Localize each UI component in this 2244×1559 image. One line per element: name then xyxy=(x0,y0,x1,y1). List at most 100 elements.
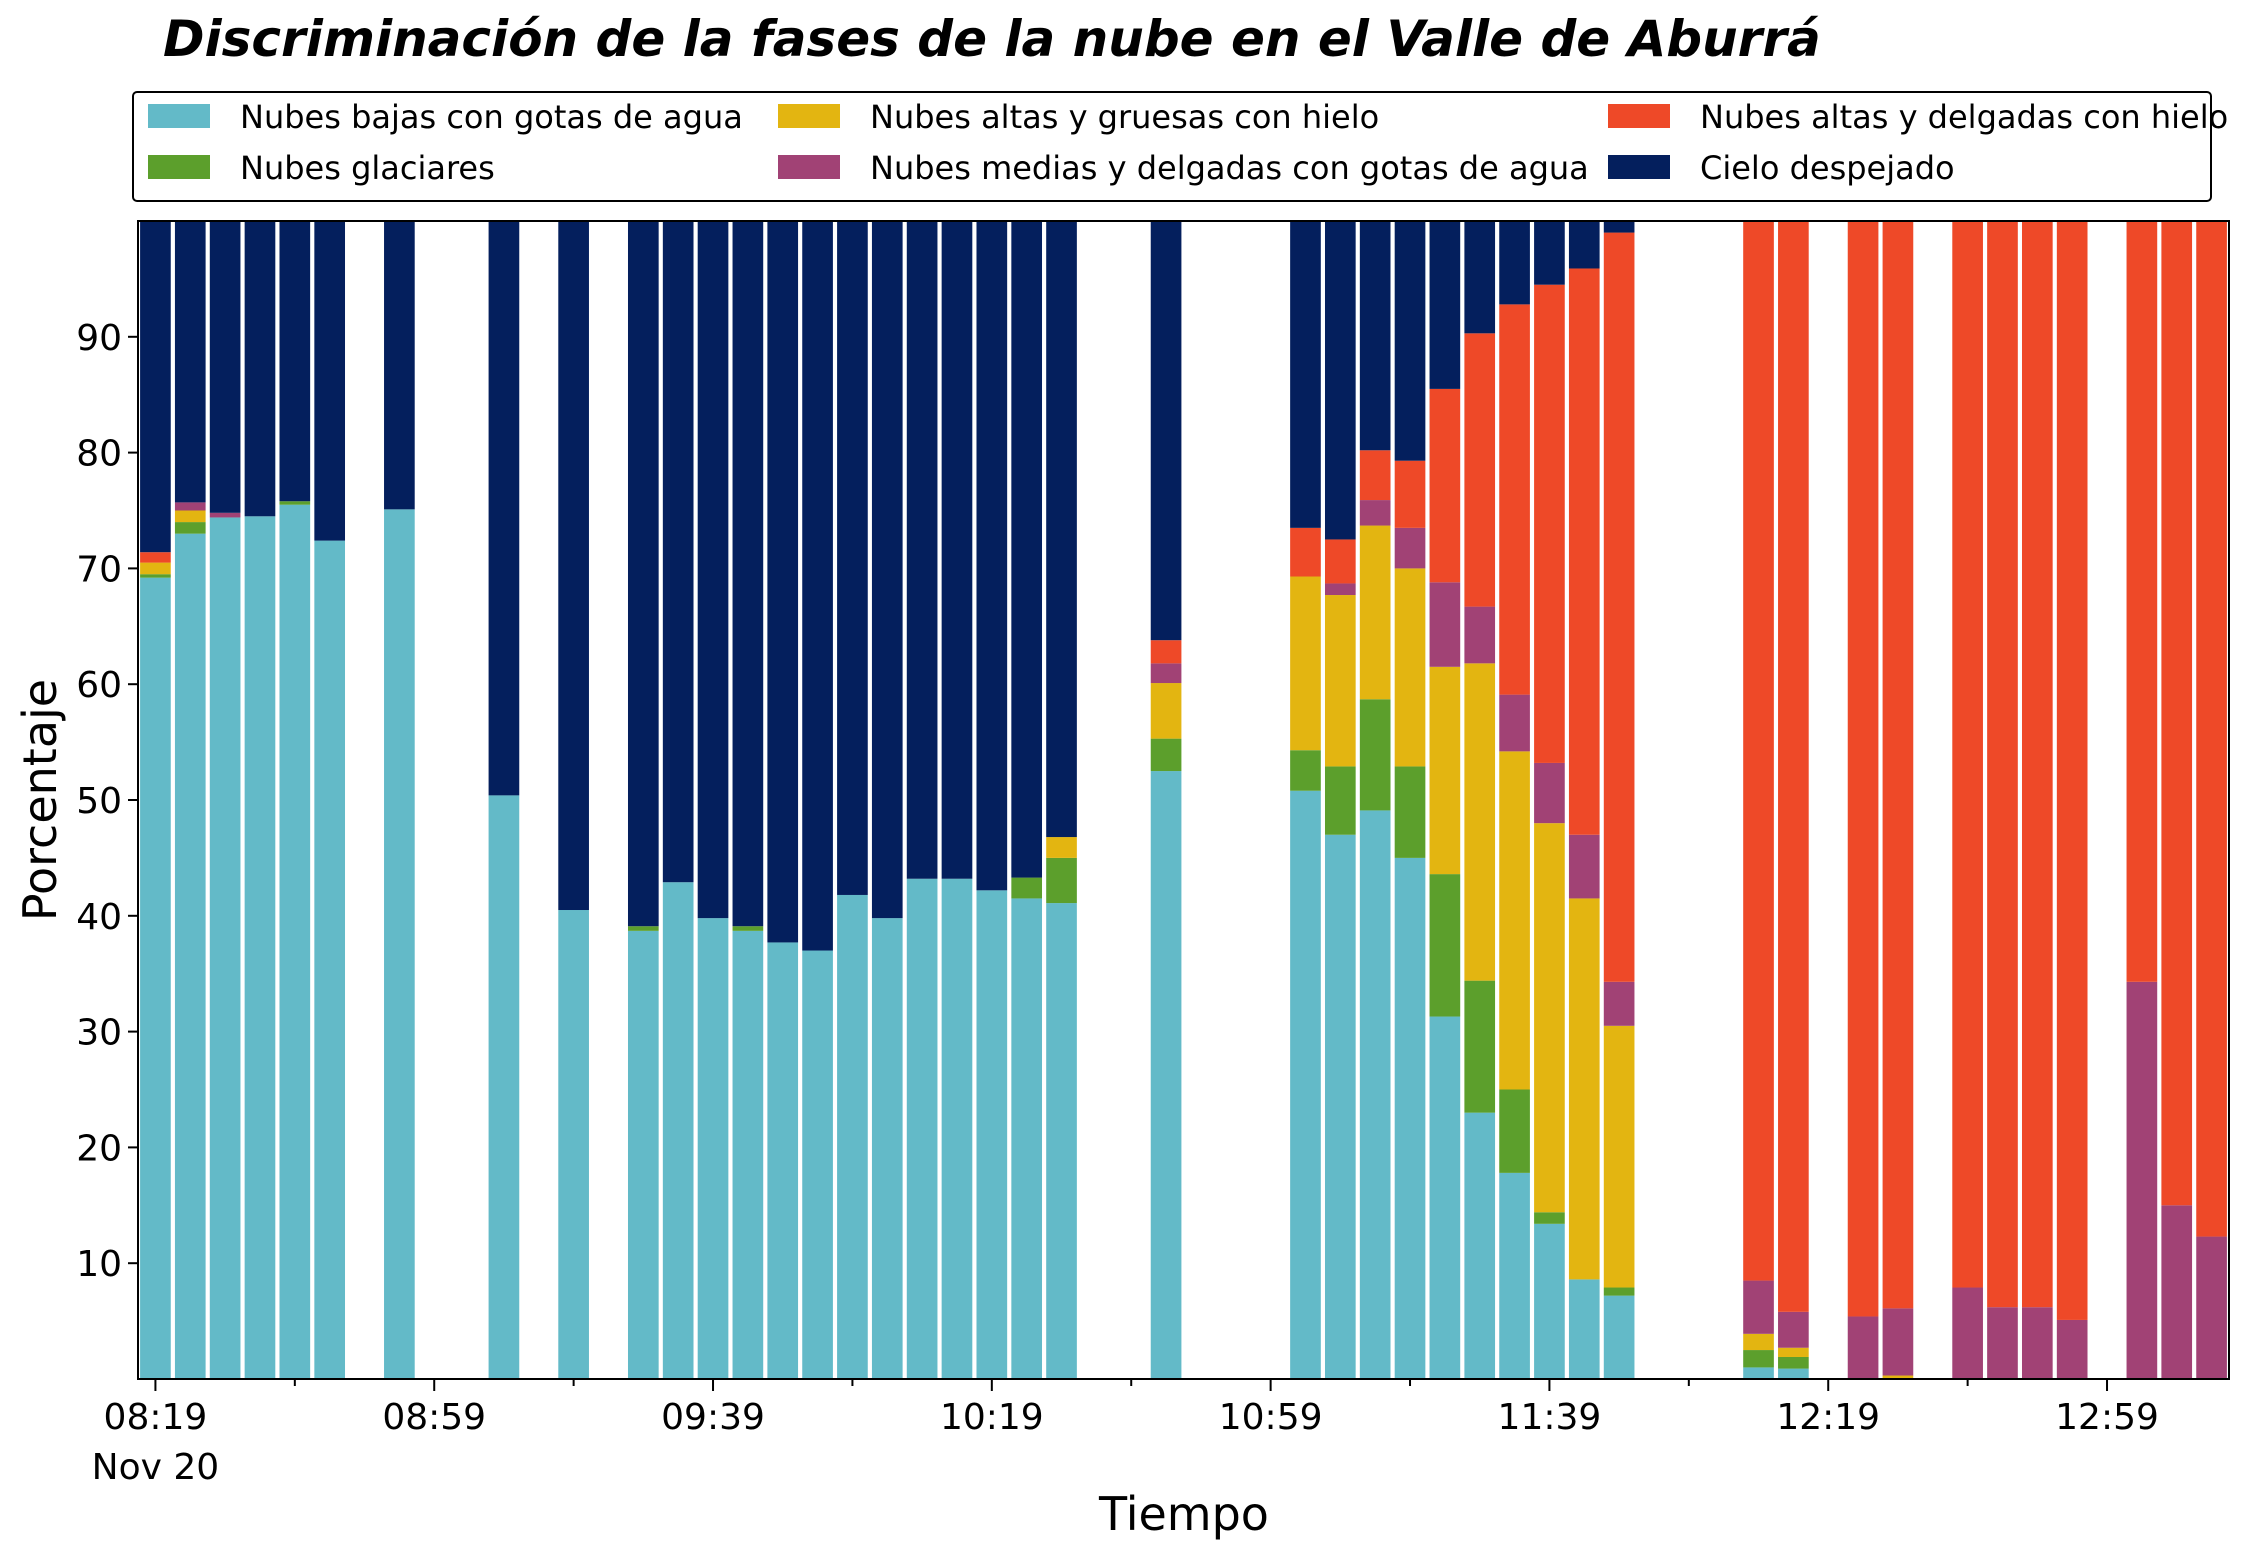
bar-segment-low-32 xyxy=(1603,1295,1635,1379)
bar-segment-glacier-12 xyxy=(732,926,764,931)
bar-segment-thin-0 xyxy=(140,552,171,563)
legend-swatch-clear xyxy=(1608,155,1670,179)
bar-segment-thin-39 xyxy=(2021,221,2053,1308)
bar-segment-clear-18 xyxy=(941,221,973,879)
bar-segment-medium-43 xyxy=(2196,1236,2227,1379)
bar-segment-clear-26 xyxy=(1394,221,1426,461)
bar-segment-glacier-28 xyxy=(1464,980,1496,1113)
bar-segment-medium-2 xyxy=(209,512,241,518)
legend-swatch-thin xyxy=(1608,104,1670,128)
bar-segment-thin-29 xyxy=(1499,304,1530,695)
bar-segment-clear-6 xyxy=(384,221,415,510)
bar-segment-clear-32 xyxy=(1603,221,1635,233)
bar-segment-medium-38 xyxy=(1987,1307,2018,1379)
plot-background xyxy=(138,221,2229,1379)
bar-segment-low-13 xyxy=(767,942,799,1379)
bar-segment-medium-31 xyxy=(1568,834,1600,899)
y-tick-label: 60 xyxy=(76,665,122,706)
bar-segment-medium-33 xyxy=(1743,1280,1774,1334)
bar-segment-thick-32 xyxy=(1603,1025,1635,1288)
bar-segment-glacier-4 xyxy=(279,501,311,505)
y-axis-label: Porcentaje xyxy=(13,679,67,921)
bar-segment-glacier-26 xyxy=(1394,766,1426,858)
bar-segment-thick-33 xyxy=(1743,1333,1774,1351)
x-tick-label: 08:59 xyxy=(382,1397,486,1438)
bar-segment-low-19 xyxy=(976,890,1008,1379)
bar-segment-medium-30 xyxy=(1534,762,1565,824)
bar-segment-glacier-27 xyxy=(1429,874,1461,1017)
bar-segment-low-29 xyxy=(1499,1172,1530,1379)
bar-segment-glacier-24 xyxy=(1324,766,1356,835)
bar-segment-medium-24 xyxy=(1324,583,1356,596)
bar-segment-low-27 xyxy=(1429,1016,1461,1379)
bar-segment-low-12 xyxy=(732,930,764,1379)
bar-segment-clear-30 xyxy=(1534,221,1565,285)
bar-segment-clear-16 xyxy=(871,221,903,919)
bar-segment-low-33 xyxy=(1743,1367,1774,1379)
bar-segment-low-22 xyxy=(1150,771,1182,1379)
bar-segment-medium-36 xyxy=(1882,1308,1914,1376)
bar-segment-low-6 xyxy=(384,509,415,1380)
bar-segment-glacier-21 xyxy=(1046,857,1077,904)
bar-segment-clear-10 xyxy=(662,221,694,883)
bar-segment-clear-19 xyxy=(976,221,1008,891)
x-tick-label: 10:59 xyxy=(1219,1397,1323,1438)
bar-segment-thin-38 xyxy=(1987,221,2018,1308)
legend-label-medium: Nubes medias y delgadas con gotas de agu… xyxy=(870,149,1589,187)
bar-segment-glacier-32 xyxy=(1603,1287,1635,1296)
bar-segment-glacier-23 xyxy=(1290,750,1321,791)
bar-segment-low-17 xyxy=(906,878,938,1379)
bar-segment-thin-24 xyxy=(1324,539,1356,584)
bar-segment-low-24 xyxy=(1324,834,1356,1379)
x-tick-label: 11:39 xyxy=(1498,1397,1602,1438)
bar-segment-glacier-22 xyxy=(1150,738,1182,772)
bar-segment-thin-37 xyxy=(1952,221,1983,1288)
bar-segment-medium-28 xyxy=(1464,606,1496,664)
bar-segment-glacier-33 xyxy=(1743,1350,1774,1368)
bar-segment-clear-13 xyxy=(767,221,799,943)
bar-segment-thin-36 xyxy=(1882,221,1914,1309)
bar-segment-medium-27 xyxy=(1429,582,1461,667)
bar-segment-thin-28 xyxy=(1464,333,1496,607)
bar-segment-clear-1 xyxy=(174,221,206,503)
legend-label-thin: Nubes altas y delgadas con hielo xyxy=(1700,98,2228,136)
bar-segment-medium-42 xyxy=(2161,1205,2193,1379)
bar-segment-low-0 xyxy=(140,577,171,1379)
bar-segment-low-3 xyxy=(244,516,276,1379)
bar-segment-thick-23 xyxy=(1290,576,1321,751)
bar-segment-low-26 xyxy=(1394,857,1426,1379)
bar-segment-medium-41 xyxy=(2126,981,2158,1379)
bar-segment-thick-1 xyxy=(174,510,206,523)
bar-segment-clear-0 xyxy=(140,221,171,553)
bar-segment-thick-27 xyxy=(1429,666,1461,875)
bar-segment-clear-29 xyxy=(1499,221,1530,305)
bar-segment-thick-29 xyxy=(1499,751,1530,1090)
bar-segment-low-15 xyxy=(837,894,868,1379)
bar-segment-clear-20 xyxy=(1011,221,1043,878)
bar-segment-low-30 xyxy=(1534,1223,1565,1379)
bar-segment-low-2 xyxy=(209,517,241,1379)
bar-segment-clear-24 xyxy=(1324,221,1356,540)
bar-segment-low-10 xyxy=(662,882,694,1379)
bar-segment-low-18 xyxy=(941,878,973,1379)
bar-segment-clear-27 xyxy=(1429,221,1461,389)
bar-segment-thin-35 xyxy=(1847,221,1879,1317)
x-tick-sublabel: Nov 20 xyxy=(92,1447,220,1488)
bar-segment-glacier-29 xyxy=(1499,1089,1530,1173)
bar-segment-thin-33 xyxy=(1743,221,1774,1281)
legend-label-thick: Nubes altas y gruesas con hielo xyxy=(870,98,1379,136)
legend-swatch-glacier xyxy=(148,155,210,179)
bar-segment-medium-39 xyxy=(2021,1307,2053,1379)
x-axis-label: Tiempo xyxy=(1098,1487,1269,1541)
legend-frame xyxy=(132,91,2212,202)
bar-segment-glacier-20 xyxy=(1011,877,1043,899)
bar-segment-thick-24 xyxy=(1324,595,1356,767)
bar-segment-clear-12 xyxy=(732,221,764,927)
bar-segment-medium-35 xyxy=(1847,1316,1879,1379)
bar-segment-thin-42 xyxy=(2161,221,2193,1206)
chart-title: Discriminación de la fases de la nube en… xyxy=(163,10,1821,68)
bar-segment-thin-43 xyxy=(2196,221,2227,1237)
bar-segment-clear-31 xyxy=(1568,221,1600,269)
bar-segment-clear-21 xyxy=(1046,221,1077,838)
